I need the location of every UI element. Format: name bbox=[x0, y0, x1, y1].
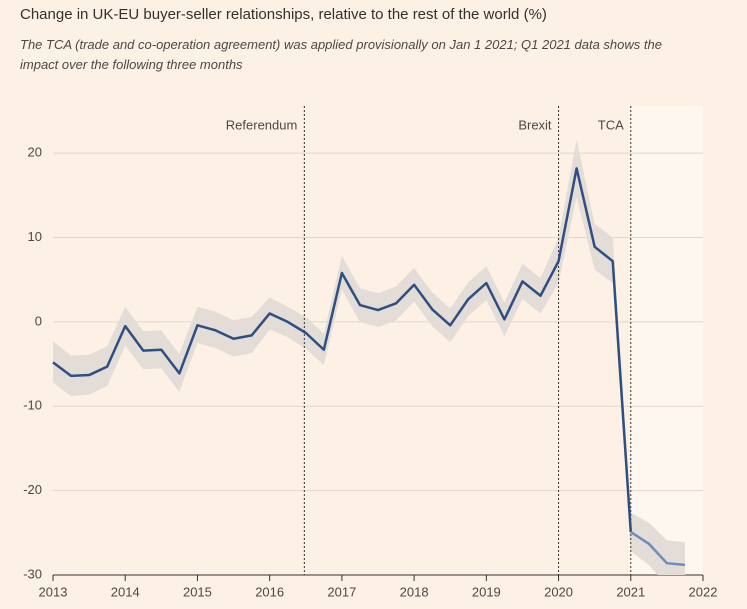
x-tick-label: 2021 bbox=[616, 584, 645, 599]
x-tick-label: 2013 bbox=[39, 584, 68, 599]
event-label: Brexit bbox=[518, 117, 552, 132]
confidence-band bbox=[53, 139, 685, 575]
x-tick-label: 2016 bbox=[255, 584, 284, 599]
chart-subtitle: The TCA (trade and co-operation agreemen… bbox=[20, 37, 662, 52]
chart-title: Change in UK-EU buyer-seller relationshi… bbox=[20, 6, 547, 23]
x-tick-label: 2020 bbox=[544, 584, 573, 599]
highlight bbox=[630, 106, 703, 575]
x-tick-label: 2018 bbox=[400, 584, 429, 599]
x-tick-label: 2022 bbox=[689, 584, 718, 599]
y-tick-label: 10 bbox=[28, 229, 42, 244]
event-label: Referendum bbox=[226, 117, 298, 132]
line bbox=[630, 530, 686, 567]
x-tick-label: 2017 bbox=[327, 584, 356, 599]
x-tick-label: 2014 bbox=[111, 584, 140, 599]
line bbox=[52, 167, 633, 533]
y-tick-label: -10 bbox=[23, 398, 42, 413]
y-tick-label: 0 bbox=[35, 313, 42, 328]
y-tick-label: 20 bbox=[28, 145, 42, 160]
x-tick-label: 2015 bbox=[183, 584, 212, 599]
y-tick-label: -20 bbox=[23, 482, 42, 497]
event-label: TCA bbox=[598, 117, 624, 132]
chart-subtitle: impact over the following three months bbox=[20, 57, 243, 72]
y-tick-label: -30 bbox=[23, 566, 42, 581]
x-tick-label: 2019 bbox=[472, 584, 501, 599]
